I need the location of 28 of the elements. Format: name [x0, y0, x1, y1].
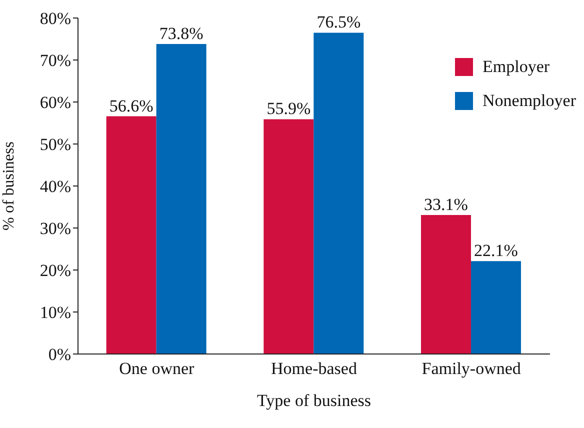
legend-label: Employer — [482, 57, 550, 77]
data-label: 33.1% — [424, 194, 468, 214]
y-tick-label: 30% — [40, 219, 71, 238]
data-label: 22.1% — [474, 241, 518, 260]
bar — [420, 214, 471, 354]
data-label: 76.5% — [316, 12, 361, 32]
x-tick-label: Home-based — [271, 359, 358, 378]
y-tick-label: 50% — [40, 135, 71, 154]
y-tick-label: 0% — [48, 345, 71, 364]
y-tick-label: 80% — [40, 9, 71, 28]
data-label: 73.8% — [159, 24, 204, 44]
y-axis-title: % of business — [0, 142, 18, 230]
data-label: 55.9% — [266, 99, 311, 118]
x-tick-label: Family-owned — [422, 359, 522, 378]
x-axis-title: Type of business — [256, 391, 372, 410]
legend-label: Nonemployer — [482, 91, 576, 111]
y-tick-label: 20% — [40, 261, 71, 280]
x-tick-label: One owner — [119, 359, 195, 378]
bar — [470, 261, 521, 354]
bar — [264, 119, 314, 354]
y-tick-label: 10% — [40, 303, 71, 322]
bar — [156, 44, 206, 354]
data-label: 56.6% — [109, 96, 154, 116]
y-tick-label: 70% — [40, 51, 71, 70]
bar — [106, 116, 156, 354]
y-tick-label: 60% — [40, 93, 71, 112]
y-tick-label: 40% — [40, 177, 71, 196]
bar — [314, 32, 364, 354]
